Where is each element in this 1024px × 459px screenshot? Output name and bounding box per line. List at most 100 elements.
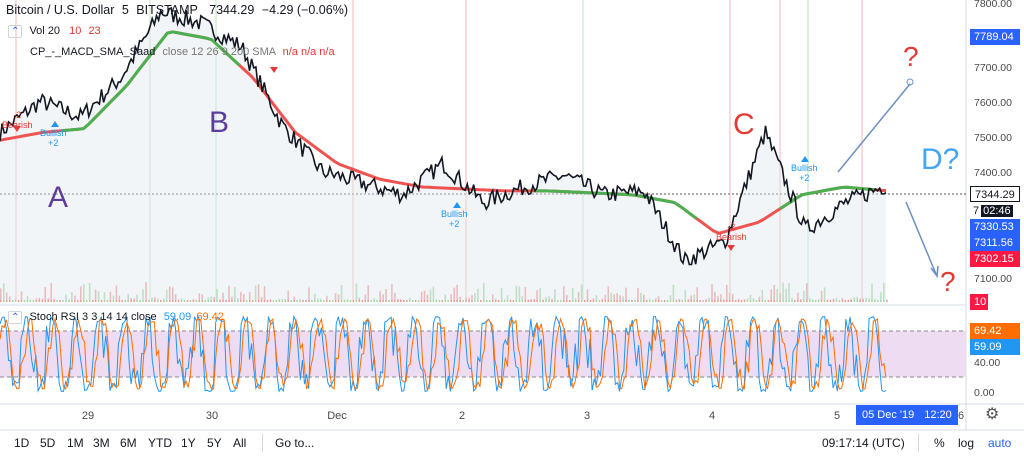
- volume-bar: [530, 299, 532, 302]
- symbol-legend[interactable]: Bitcoin / U.S. Dollar 5 BITSTAMP 7344.29…: [6, 3, 348, 17]
- sma-price-tag: 7330.53: [970, 219, 1020, 235]
- goto-button[interactable]: Go to...: [275, 436, 315, 450]
- volume-bar: [394, 292, 396, 302]
- exchange-label: BITSTAMP: [136, 3, 198, 17]
- volume-bar: [494, 298, 497, 302]
- volume-bar: [610, 292, 612, 302]
- utc-clock[interactable]: 09:17:14 (UTC): [822, 436, 905, 450]
- interval-label: 5: [121, 3, 129, 17]
- volume-bar: [717, 296, 719, 302]
- volume-bar: [29, 299, 32, 302]
- range-6m[interactable]: 6M: [120, 436, 137, 450]
- volume-bar: [643, 294, 645, 302]
- collapse-legend-icon[interactable]: ⌃: [8, 25, 23, 38]
- log-toggle[interactable]: log: [958, 436, 975, 450]
- volume-bar: [118, 295, 121, 302]
- volume-bar: [554, 289, 556, 302]
- range-5d[interactable]: 5D: [40, 436, 56, 450]
- volume-bar: [145, 282, 147, 302]
- settings-gear-icon[interactable]: ⚙: [985, 406, 1000, 423]
- collapse-stoch-icon[interactable]: ⌃: [8, 311, 23, 324]
- bullish-signal-2: Bullish +2: [441, 209, 468, 229]
- volume-bar: [17, 300, 20, 302]
- range-1d[interactable]: 1D: [14, 436, 30, 450]
- time-label: 4: [708, 410, 716, 422]
- volume-bar: [376, 299, 378, 302]
- volume-bar: [432, 286, 435, 302]
- volume-bar: [705, 299, 707, 302]
- range-ytd[interactable]: YTD: [148, 436, 172, 450]
- volume-bar: [403, 300, 405, 302]
- volume-bar: [468, 297, 470, 302]
- volume-bar: [708, 297, 710, 302]
- volume-bar: [195, 299, 198, 302]
- volume-bar: [56, 300, 58, 302]
- volume-bar: [883, 282, 885, 302]
- volume-bars: [0, 282, 888, 302]
- volume-bar: [326, 295, 328, 302]
- volume-bar: [308, 287, 310, 302]
- volume-bar: [352, 299, 355, 302]
- time-label: 3: [583, 410, 591, 422]
- volume-bar: [711, 284, 713, 302]
- volume-bar: [305, 299, 307, 302]
- volume-bar: [740, 299, 743, 302]
- volume-bar: [275, 300, 278, 302]
- volume-bar: [444, 294, 447, 302]
- volume-bar: [243, 294, 245, 302]
- volume-bar: [438, 300, 441, 302]
- volume-bar: [278, 299, 281, 302]
- volume-bar: [770, 289, 772, 302]
- volume-bar: [862, 298, 864, 302]
- volume-bar: [130, 298, 132, 302]
- price-tick: 7500.00: [974, 132, 1012, 144]
- volume-bar: [163, 298, 165, 302]
- volume-bar: [198, 293, 201, 302]
- volume-bar: [506, 295, 509, 302]
- volume-bar: [88, 282, 91, 302]
- time-label: 29: [81, 410, 95, 422]
- vol-params: 20: [47, 25, 61, 37]
- volume-bar: [758, 296, 761, 302]
- auto-toggle[interactable]: auto: [988, 436, 1012, 450]
- volume-bar: [272, 300, 275, 302]
- stoch-legend[interactable]: ⌃ Stoch RSI 3 3 14 14 close 59.09 69.42: [8, 311, 224, 324]
- question-mark-up: ?: [903, 41, 919, 72]
- volume-bar: [832, 298, 835, 302]
- volume-bar: [11, 299, 14, 302]
- time-label: Dec: [327, 410, 347, 422]
- signal-vertical-lines: [15, 0, 863, 300]
- volume-bar: [672, 284, 675, 302]
- volume-bar: [8, 296, 11, 302]
- range-1m[interactable]: 1M: [67, 436, 84, 450]
- volume-legend[interactable]: ⌃ Vol 20 10 23: [8, 25, 101, 38]
- volume-bar: [637, 288, 639, 302]
- bullish-marker: [453, 202, 461, 208]
- vol-value-1: 10: [69, 25, 82, 37]
- volume-bar: [886, 299, 888, 302]
- volume-bar: [720, 294, 722, 302]
- volume-bar: [838, 300, 841, 302]
- range-5y[interactable]: 5Y: [207, 436, 222, 450]
- volume-bar: [687, 299, 690, 302]
- volume-bar: [814, 300, 817, 302]
- percent-toggle[interactable]: %: [934, 436, 945, 450]
- volume-bar: [551, 298, 553, 302]
- indicator-legend[interactable]: CP_-_MACD_SMA_Saad close 12 26 9 200 SMA…: [30, 46, 335, 58]
- range-all[interactable]: All: [233, 436, 247, 450]
- volume-bar: [367, 285, 369, 302]
- volume-bar: [749, 294, 752, 302]
- volume-bar: [571, 288, 574, 302]
- volume-bar: [26, 295, 29, 302]
- price-line: [0, 6, 887, 266]
- volume-bar: [94, 289, 97, 302]
- volume-bar: [251, 300, 254, 302]
- volume-bar: [391, 284, 393, 302]
- volume-bar: [663, 299, 666, 302]
- volume-bar: [151, 297, 153, 302]
- range-1y[interactable]: 1Y: [181, 436, 196, 450]
- volume-bar: [539, 287, 541, 302]
- price-tick: 7700.00: [974, 62, 1012, 74]
- range-3m[interactable]: 3M: [93, 436, 110, 450]
